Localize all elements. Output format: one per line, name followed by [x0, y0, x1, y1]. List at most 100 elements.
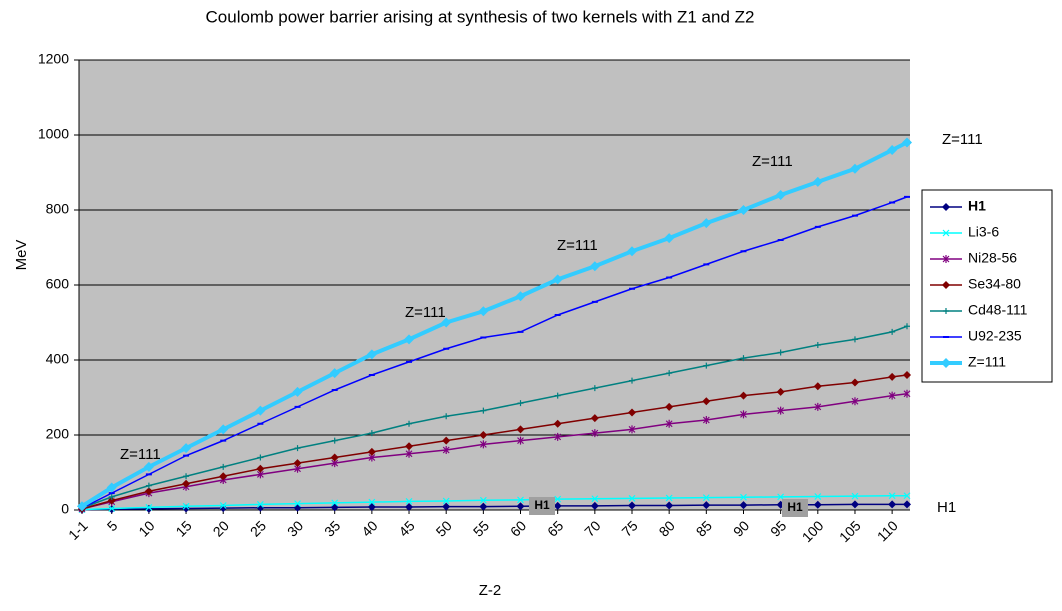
marker [144, 487, 153, 496]
y-tick-label: 1000 [38, 126, 69, 142]
marker [256, 464, 265, 473]
legend-marker [942, 255, 950, 263]
marker [479, 440, 487, 449]
marker [849, 163, 860, 174]
marker [627, 246, 637, 257]
series-line [81, 196, 908, 509]
marker [554, 432, 562, 441]
annotation: H1 [937, 499, 956, 516]
x-tick-label: 5 [104, 517, 121, 534]
legend-marker [943, 308, 949, 314]
x-tick-label: 25 [247, 517, 269, 539]
marker [553, 501, 562, 510]
annotation: H1 [787, 500, 803, 514]
legend-label: Cd48-111 [968, 302, 1028, 318]
marker [740, 355, 747, 362]
marker [666, 370, 673, 377]
marker [479, 496, 487, 504]
marker [443, 413, 450, 420]
marker [777, 493, 785, 501]
x-tick-label: 65 [544, 517, 566, 539]
series-line [81, 393, 908, 510]
marker [591, 495, 599, 503]
series-line [81, 374, 908, 510]
marker [515, 291, 526, 302]
marker [850, 500, 859, 509]
marker [220, 463, 227, 470]
annotation: Z=111 [405, 304, 446, 321]
marker [552, 274, 563, 285]
marker [404, 334, 415, 345]
marker [889, 328, 896, 335]
marker [331, 437, 338, 444]
marker [108, 493, 115, 500]
marker [628, 408, 636, 417]
marker [516, 425, 525, 434]
legend-label: U92-235 [968, 328, 1022, 344]
marker [665, 419, 673, 428]
marker [590, 414, 599, 423]
marker [589, 261, 600, 272]
marker [442, 502, 451, 511]
y-tick-label: 0 [61, 501, 69, 517]
marker [479, 431, 488, 439]
x-tick-label: 100 [799, 517, 827, 545]
marker [851, 397, 859, 406]
marker [887, 145, 898, 155]
marker [628, 501, 636, 510]
x-tick-label: 20 [210, 517, 232, 539]
marker [703, 362, 710, 369]
x-axis-label: Z-2 [479, 582, 502, 599]
marker [665, 494, 673, 502]
y-tick-label: 1200 [38, 51, 69, 67]
x-tick-label: 30 [284, 517, 306, 539]
marker [665, 402, 674, 411]
marker [702, 416, 710, 424]
marker [517, 400, 524, 407]
marker [516, 502, 525, 511]
marker [814, 402, 822, 411]
marker [405, 497, 413, 505]
annotation: Z=111 [942, 131, 983, 148]
y-tick-label: 600 [46, 276, 70, 292]
chart-title: Coulomb power barrier arising at synthes… [206, 7, 755, 26]
marker [366, 349, 377, 360]
legend-marker [942, 203, 950, 211]
marker [406, 420, 413, 427]
marker [553, 419, 562, 428]
x-tick-label: 95 [767, 517, 789, 539]
marker [888, 492, 896, 500]
marker [813, 500, 822, 509]
series-line [81, 495, 907, 511]
marker [902, 137, 912, 148]
marker [903, 492, 911, 500]
marker [145, 503, 153, 511]
marker [183, 473, 190, 480]
marker [903, 389, 911, 398]
marker [812, 176, 823, 187]
marker [367, 447, 376, 456]
marker [106, 482, 117, 493]
x-tick-label: 75 [618, 517, 640, 539]
marker [442, 497, 450, 505]
x-tick-label: 85 [693, 517, 715, 539]
x-tick-label: 90 [730, 517, 752, 539]
series-line [81, 325, 908, 509]
marker [629, 377, 635, 384]
marker [554, 495, 562, 503]
marker [292, 386, 303, 397]
x-tick-label: 80 [656, 517, 678, 539]
marker [813, 382, 822, 391]
marker [591, 429, 599, 438]
marker [851, 336, 858, 343]
marker [702, 501, 711, 510]
x-tick-label: 70 [581, 517, 603, 539]
marker [257, 454, 264, 461]
marker [888, 500, 897, 509]
x-tick-label: 45 [395, 517, 417, 539]
marker [405, 449, 413, 458]
marker [590, 501, 599, 510]
marker [107, 496, 116, 505]
legend-marker [941, 358, 951, 368]
